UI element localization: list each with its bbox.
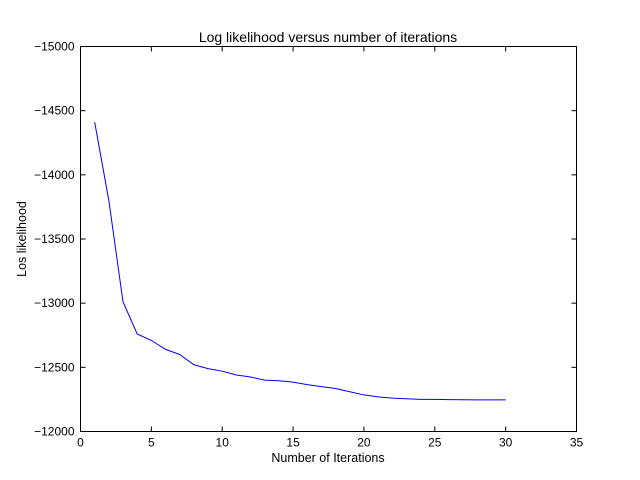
y-tick-label: −15000 xyxy=(34,40,75,54)
y-tick-label: −12500 xyxy=(34,360,75,374)
y-tick-label: −14000 xyxy=(34,168,75,182)
x-tick-label: 30 xyxy=(499,436,513,450)
plot-area xyxy=(80,46,577,432)
x-tick-label: 20 xyxy=(357,436,371,450)
x-tick-label: 5 xyxy=(148,436,155,450)
x-tick-label: 35 xyxy=(570,436,584,450)
y-tick-label: −14500 xyxy=(34,104,75,118)
y-axis: −15000 −14500 −14000 −13500 −13000 −12500 −120… xyxy=(34,40,577,439)
y-axis-label: Los likelihood xyxy=(15,201,29,277)
x-tick-label: 0 xyxy=(77,436,84,450)
x-tick-label: 10 xyxy=(216,436,230,450)
x-tick-label: 25 xyxy=(428,436,442,450)
y-tick-label: −13000 xyxy=(34,296,75,310)
y-tick-label: −13500 xyxy=(34,232,75,246)
x-axis-label: Number of Iterations xyxy=(271,451,384,465)
chart-title: Log likelihood versus number of iteratio… xyxy=(199,29,457,45)
y-tick-label: −12000 xyxy=(34,425,75,439)
x-tick-label: 15 xyxy=(286,436,300,450)
series-layer xyxy=(94,122,506,401)
series-line xyxy=(94,122,506,401)
x-axis: 0 5 10 15 20 25 30 35 xyxy=(77,46,584,450)
